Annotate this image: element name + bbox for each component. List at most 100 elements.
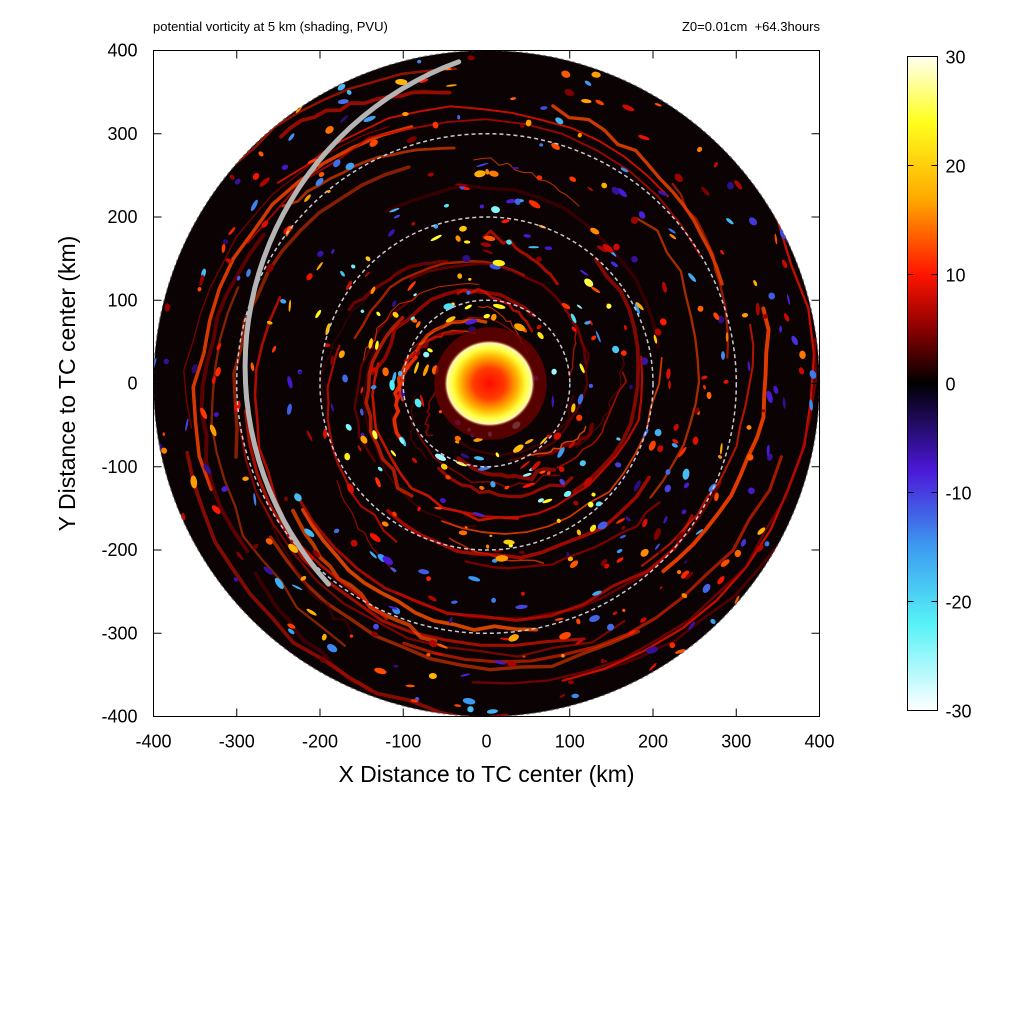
range-ring xyxy=(402,299,571,468)
spiral-band xyxy=(551,104,724,286)
pv-anomaly xyxy=(577,393,584,405)
pv-anomaly xyxy=(606,303,612,309)
spiral-band xyxy=(364,315,414,498)
pv-anomaly xyxy=(345,423,352,431)
y-tick-label: 400 xyxy=(107,41,137,61)
pv-anomaly xyxy=(561,653,565,658)
y-tick-label: 200 xyxy=(107,207,137,227)
pv-anomaly xyxy=(390,567,397,572)
pv-anomaly xyxy=(640,617,647,623)
pv-anomaly xyxy=(413,293,417,297)
pv-anomaly xyxy=(623,324,627,331)
spiral-band xyxy=(370,288,536,376)
pv-anomaly xyxy=(725,332,729,342)
pv-anomaly xyxy=(611,186,620,195)
spiral-band xyxy=(291,508,438,644)
pv-anomaly xyxy=(522,482,535,488)
pv-anomaly xyxy=(164,303,170,312)
pv-anomaly xyxy=(360,386,364,394)
chart-title-left: potential vorticity at 5 km (shading, PV… xyxy=(153,19,388,34)
pv-anomaly xyxy=(747,361,751,372)
spiral-band xyxy=(464,501,661,570)
pv-anomaly xyxy=(280,298,287,304)
pv-anomaly xyxy=(306,273,313,281)
pv-anomaly xyxy=(315,309,322,319)
pv-anomaly xyxy=(460,673,470,677)
pv-anomaly xyxy=(664,484,672,493)
pv-anomaly xyxy=(726,218,734,225)
pv-anomaly xyxy=(190,475,198,489)
pv-anomaly xyxy=(683,482,690,489)
pv-anomaly xyxy=(619,534,627,539)
pv-anomaly xyxy=(488,170,499,177)
pv-anomaly xyxy=(720,249,724,255)
pv-anomaly xyxy=(634,303,640,315)
spiral-band xyxy=(276,105,669,198)
spiral-band xyxy=(556,371,628,469)
pv-anomaly xyxy=(523,234,531,238)
pv-anomaly xyxy=(553,432,562,440)
pv-anomaly xyxy=(536,256,543,262)
spiral-band xyxy=(455,394,575,458)
pv-anomaly xyxy=(528,200,541,209)
pv-anomaly xyxy=(734,595,740,604)
pv-anomaly xyxy=(665,469,671,475)
pv-anomaly xyxy=(388,229,395,237)
pv-anomaly xyxy=(464,304,472,310)
pv-anomaly xyxy=(153,357,157,370)
pv-anomaly xyxy=(333,159,341,168)
pv-anomaly xyxy=(357,445,362,452)
pv-anomaly xyxy=(633,480,641,492)
pv-anomaly xyxy=(390,450,397,457)
pv-anomaly xyxy=(734,549,742,558)
pv-anomaly xyxy=(588,319,593,326)
pv-anomaly xyxy=(368,338,373,349)
pv-anomaly xyxy=(211,505,221,514)
pv-anomaly xyxy=(410,316,415,321)
spiral-band xyxy=(424,389,438,437)
pv-anomaly xyxy=(479,204,485,209)
pv-anomaly xyxy=(389,379,395,391)
pv-anomaly xyxy=(506,198,516,204)
pv-anomaly xyxy=(786,294,791,305)
pv-anomaly xyxy=(364,271,370,278)
y-axis-label: Y Distance to TC center (km) xyxy=(54,236,80,532)
pv-anomaly xyxy=(438,410,443,414)
pv-anomaly xyxy=(616,518,625,524)
pv-anomaly xyxy=(671,443,678,448)
pv-anomaly xyxy=(607,623,615,631)
pv-anomaly xyxy=(360,309,365,314)
pv-anomaly xyxy=(221,486,228,492)
pv-anomaly xyxy=(755,544,764,553)
pv-anomaly xyxy=(616,549,623,554)
pv-anomaly xyxy=(375,477,381,488)
pv-anomaly xyxy=(628,629,636,636)
pv-anomaly xyxy=(717,315,725,324)
pv-anomaly xyxy=(377,466,383,472)
pv-anomaly xyxy=(773,385,779,394)
pv-anomaly xyxy=(402,111,409,117)
pv-anomaly xyxy=(710,618,716,624)
pv-anomaly xyxy=(749,217,757,226)
pv-anomaly xyxy=(389,208,400,213)
y-axis-ticks: 400 300 200 100 0 -100 -200 -300 -400 xyxy=(101,41,820,727)
pv-anomaly xyxy=(616,437,621,441)
pv-anomaly xyxy=(657,445,664,453)
pv-anomaly xyxy=(345,280,353,291)
pv-anomaly xyxy=(463,240,471,244)
pv-anomaly xyxy=(601,182,608,189)
pv-anomaly xyxy=(570,560,579,569)
pv-anomaly xyxy=(668,228,676,234)
pv-anomaly xyxy=(288,133,295,141)
spiral-band xyxy=(263,505,353,634)
y-tick-label: 100 xyxy=(107,290,137,310)
pv-anomaly xyxy=(191,364,198,374)
pv-anomaly xyxy=(587,186,594,192)
pv-anomaly xyxy=(559,478,566,486)
pv-anomaly xyxy=(185,418,189,432)
spiral-band xyxy=(347,259,449,312)
colorbar-tick-label: -10 xyxy=(946,484,972,504)
pv-anomaly xyxy=(631,216,638,224)
pv-anomaly xyxy=(674,173,683,183)
